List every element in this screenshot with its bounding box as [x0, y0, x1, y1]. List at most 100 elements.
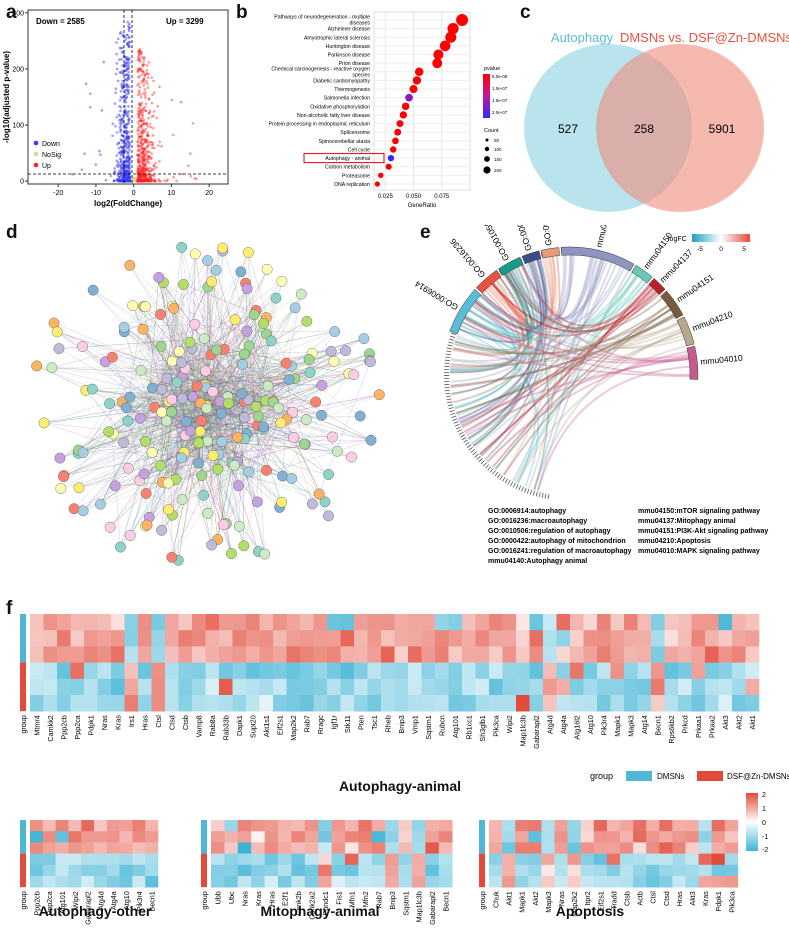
- chord-term-arc: [631, 264, 653, 284]
- heatmap-cell: [68, 831, 82, 843]
- network-edge: [132, 305, 172, 400]
- chord-legend-left-5: mmu04140:Autophagy animal: [488, 558, 587, 565]
- heatmap-cell: [232, 630, 247, 647]
- point-up: [139, 175, 142, 179]
- point-down: [125, 135, 128, 139]
- heatmap-cell: [515, 876, 529, 888]
- heatmap-cell: [132, 842, 146, 854]
- point-up: [149, 140, 153, 144]
- point-up: [140, 179, 144, 183]
- heatmap-gene-label: Becn1: [654, 715, 663, 735]
- point-up: [193, 177, 197, 180]
- network-edge: [161, 426, 264, 531]
- heatmap-cell: [264, 831, 279, 843]
- point-down: [111, 122, 115, 125]
- network-node: [166, 551, 178, 563]
- network-node: [225, 548, 237, 559]
- chord-legend-left-3: GO:0000422:autophagy of mitochondrion: [488, 538, 626, 545]
- point-up: [166, 178, 169, 181]
- point-up: [142, 122, 145, 126]
- point-up: [142, 92, 145, 95]
- heatmap-cell: [273, 695, 287, 712]
- network-edge: [205, 310, 257, 386]
- point-up: [145, 167, 148, 170]
- chord-ribbon: [533, 259, 603, 490]
- point-up: [136, 179, 140, 183]
- heatmap-cell: [286, 662, 301, 680]
- point-up: [139, 67, 143, 71]
- heatmap-cell: [178, 646, 193, 663]
- point-up: [136, 109, 140, 113]
- heatmap-cell: [246, 646, 260, 663]
- heatmap-cell: [543, 614, 557, 631]
- point-down: [88, 105, 92, 109]
- point-up: [147, 174, 150, 177]
- dot-label: Parkinson disease: [328, 53, 371, 59]
- heatmap-cell: [367, 614, 382, 631]
- heatmap-gene-label: Atg4d: [546, 715, 555, 734]
- network-node: [373, 389, 385, 401]
- heatmap-cell: [43, 614, 58, 631]
- point-up: [144, 179, 148, 182]
- point-down: [115, 62, 119, 65]
- network-edge: [215, 270, 257, 407]
- gene-tick: [447, 404, 453, 407]
- network-edge: [200, 401, 221, 432]
- heatmap-cell: [345, 842, 359, 854]
- heatmap-cell: [286, 678, 301, 696]
- heatmap-cell: [211, 820, 225, 832]
- network-edge: [205, 353, 313, 386]
- network-edge: [162, 396, 193, 483]
- chord-ribbon: [479, 259, 548, 329]
- point-down: [124, 100, 128, 104]
- point-down: [127, 145, 131, 149]
- dot-point: [447, 23, 459, 35]
- heatmap-gene-label: Bnip3: [388, 891, 397, 909]
- point-up: [143, 159, 146, 162]
- network-node: [288, 432, 300, 444]
- gene-tick: [535, 491, 538, 497]
- point-down: [128, 141, 131, 144]
- point-up: [136, 177, 140, 181]
- gene-tick: [512, 482, 516, 488]
- heatmap-cell: [70, 630, 85, 647]
- point-up: [144, 178, 148, 182]
- network-edge: [251, 374, 354, 420]
- point-up: [144, 102, 148, 106]
- point-down: [88, 92, 92, 95]
- heatmap-cell: [313, 662, 328, 680]
- network-node: [193, 457, 205, 469]
- network-edge: [141, 370, 311, 373]
- point-up: [142, 179, 146, 183]
- gene-tick: [499, 475, 504, 480]
- point-up: [138, 175, 142, 178]
- venn-left-only: 527: [558, 122, 578, 136]
- heatmap-cell: [313, 614, 328, 631]
- network-node: [319, 496, 331, 508]
- network-node: [258, 318, 269, 329]
- heatmap-cell: [367, 646, 382, 663]
- heatmap-cell: [580, 820, 595, 832]
- point-up: [147, 97, 151, 101]
- panel-label-c: c: [520, 2, 531, 23]
- point-up: [141, 132, 145, 135]
- network-edge: [145, 396, 228, 527]
- point-up: [140, 144, 143, 147]
- point-up: [139, 179, 143, 183]
- heatmap-cell: [691, 630, 706, 647]
- network-node: [280, 357, 292, 369]
- heatmap-cell: [718, 614, 733, 631]
- network-edge: [224, 297, 277, 350]
- heatmap-gene-label: Becn1: [442, 891, 451, 911]
- point-down: [102, 60, 106, 64]
- heatmap-cell: [42, 864, 56, 877]
- heatmap-cell: [624, 662, 638, 680]
- network-node: [232, 431, 244, 443]
- network-node: [237, 359, 248, 370]
- point-up: [137, 135, 141, 139]
- point-down: [126, 163, 129, 167]
- network-edge: [78, 432, 199, 488]
- heatmap-cell: [646, 864, 660, 877]
- dot-xtick: 0.075: [434, 194, 450, 200]
- point-up: [150, 76, 154, 79]
